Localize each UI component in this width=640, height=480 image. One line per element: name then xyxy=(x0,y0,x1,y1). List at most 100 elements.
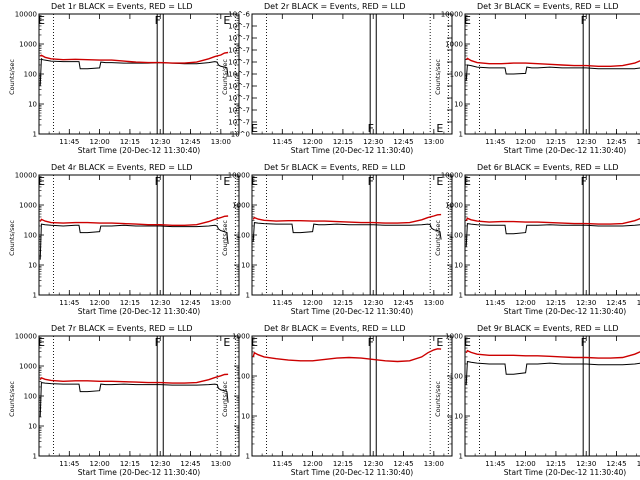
y-tick-label: 10^-7 xyxy=(228,95,250,103)
event-marker-E: E xyxy=(464,336,471,349)
event-marker-E: E xyxy=(464,14,471,27)
series-lld xyxy=(252,213,442,224)
panel-title: Det 6r BLACK = Events, RED = LLD xyxy=(477,163,619,172)
series-lld xyxy=(465,349,640,359)
y-tick-label: 1000 xyxy=(19,202,37,210)
x-tick-label: 12:45 xyxy=(606,299,626,307)
event-marker-E: E xyxy=(251,336,258,349)
x-tick-label: 11:45 xyxy=(59,138,79,146)
panel-title: Det 9r BLACK = Events, RED = LLD xyxy=(477,324,619,333)
x-tick-label: 12:15 xyxy=(333,299,353,307)
x-axis-label: Start Time (20-Dec-12 11:30:40) xyxy=(504,307,626,316)
panel-title: Det 4r BLACK = Events, RED = LLD xyxy=(51,163,193,172)
event-marker-F: F xyxy=(155,14,161,27)
y-tick-label: 10^-7 xyxy=(228,107,250,115)
y-tick-label: 100 xyxy=(237,232,250,240)
x-tick-label: 12:00 xyxy=(90,299,110,307)
x-tick-label: 11:45 xyxy=(485,460,505,468)
y-axis-label: Counts/sec xyxy=(221,220,229,256)
x-tick-label: 12:30 xyxy=(150,460,170,468)
x-tick-label: 13:00 xyxy=(211,299,231,307)
x-tick-label: 13:00 xyxy=(637,299,640,307)
panel-title: Det 3r BLACK = Events, RED = LLD xyxy=(477,2,619,11)
x-tick-label: 13:00 xyxy=(211,138,231,146)
event-marker-E: E xyxy=(436,122,443,135)
x-tick-label: 12:30 xyxy=(363,460,383,468)
x-tick-label: 12:45 xyxy=(606,460,626,468)
x-tick-label: 12:30 xyxy=(576,460,596,468)
series-lld xyxy=(39,373,229,384)
x-tick-label: 12:45 xyxy=(393,299,413,307)
panel-title: Det 1r BLACK = Events, RED = LLD xyxy=(51,2,193,11)
series-lld xyxy=(252,348,442,363)
y-tick-label: 10 xyxy=(454,101,463,109)
y-tick-label: 100 xyxy=(450,71,463,79)
y-tick-label: 10^-7 xyxy=(228,59,250,67)
x-axis-label: Start Time (20-Dec-12 11:30:40) xyxy=(78,468,200,477)
event-marker-E: E xyxy=(223,14,230,27)
x-axis-label: Start Time (20-Dec-12 11:30:40) xyxy=(78,307,200,316)
series-events xyxy=(39,223,229,260)
x-tick-label: 11:45 xyxy=(59,460,79,468)
detector-panel-8: Det 8r BLACK = Events, RED = LLD 1 10 100 10… xyxy=(221,324,453,477)
y-tick-label: 1000 xyxy=(445,202,463,210)
x-tick-label: 12:30 xyxy=(363,138,383,146)
y-tick-label: 1 xyxy=(459,131,463,139)
detector-panel-7: Det 7r BLACK = Events, RED = LLD 1 10 100 10… xyxy=(8,324,240,477)
y-tick-label: 10^-7 xyxy=(228,23,250,31)
x-tick-label: 12:45 xyxy=(606,138,626,146)
panel-title: Det 7r BLACK = Events, RED = LLD xyxy=(51,324,193,333)
y-tick-label: 10 xyxy=(28,423,37,431)
y-tick-label: 10 xyxy=(454,262,463,270)
plot-frame xyxy=(251,335,453,457)
detector-panel-2: Det 2r BLACK = Events, RED = LLD 10^0 10^-… xyxy=(221,2,453,155)
panel-title: Det 8r BLACK = Events, RED = LLD xyxy=(264,324,406,333)
x-tick-label: 11:45 xyxy=(272,299,292,307)
x-tick-label: 13:00 xyxy=(637,460,640,468)
y-tick-label: 10 xyxy=(241,262,250,270)
y-tick-label: 10^-6 xyxy=(228,11,250,19)
y-tick-label: 10^-7 xyxy=(228,119,250,127)
x-axis-label: Start Time (20-Dec-12 11:30:40) xyxy=(291,146,413,155)
x-tick-label: 12:00 xyxy=(516,299,536,307)
y-tick-label: 10 xyxy=(241,413,250,421)
y-axis-label: Counts/sec xyxy=(434,220,442,256)
x-tick-label: 11:45 xyxy=(485,138,505,146)
y-tick-label: 100 xyxy=(24,232,37,240)
y-tick-label: 1 xyxy=(33,453,37,461)
plot-frame xyxy=(38,174,240,296)
y-axis-label: Counts/sec xyxy=(434,381,442,417)
y-tick-label: 100 xyxy=(24,393,37,401)
y-tick-label: 100 xyxy=(450,373,463,381)
y-tick-label: 10^-7 xyxy=(228,47,250,55)
event-marker-F: F xyxy=(368,122,374,135)
x-tick-label: 13:00 xyxy=(211,460,231,468)
x-axis-label: Start Time (20-Dec-12 11:30:40) xyxy=(78,146,200,155)
x-axis-label: Start Time (20-Dec-12 11:30:40) xyxy=(504,468,626,477)
x-tick-label: 12:00 xyxy=(516,138,536,146)
x-tick-label: 12:00 xyxy=(303,460,323,468)
event-marker-F: F xyxy=(368,175,374,188)
plot-frame xyxy=(251,13,453,135)
detector-panel-5: Det 5r BLACK = Events, RED = LLD 1 10 100 10… xyxy=(221,163,453,316)
plot-frame xyxy=(464,13,640,135)
x-tick-label: 11:45 xyxy=(272,460,292,468)
event-marker-F: F xyxy=(155,175,161,188)
event-marker-E: E xyxy=(436,336,443,349)
x-tick-label: 12:00 xyxy=(90,138,110,146)
event-marker-E: E xyxy=(464,175,471,188)
y-tick-label: 1 xyxy=(33,292,37,300)
series-lld xyxy=(465,217,640,225)
event-marker-E: E xyxy=(38,175,45,188)
y-axis-label: Counts/sec xyxy=(221,381,229,417)
x-axis-label: Start Time (20-Dec-12 11:30:40) xyxy=(291,468,413,477)
detector-panel-1: Det 1r BLACK = Events, RED = LLD 1 10 100 10… xyxy=(8,2,240,155)
series-events xyxy=(252,222,442,242)
x-tick-label: 12:15 xyxy=(546,460,566,468)
event-marker-F: F xyxy=(581,14,587,27)
x-tick-label: 12:00 xyxy=(90,460,110,468)
event-marker-E: E xyxy=(223,175,230,188)
series-events xyxy=(465,64,640,81)
x-tick-label: 12:30 xyxy=(576,138,596,146)
